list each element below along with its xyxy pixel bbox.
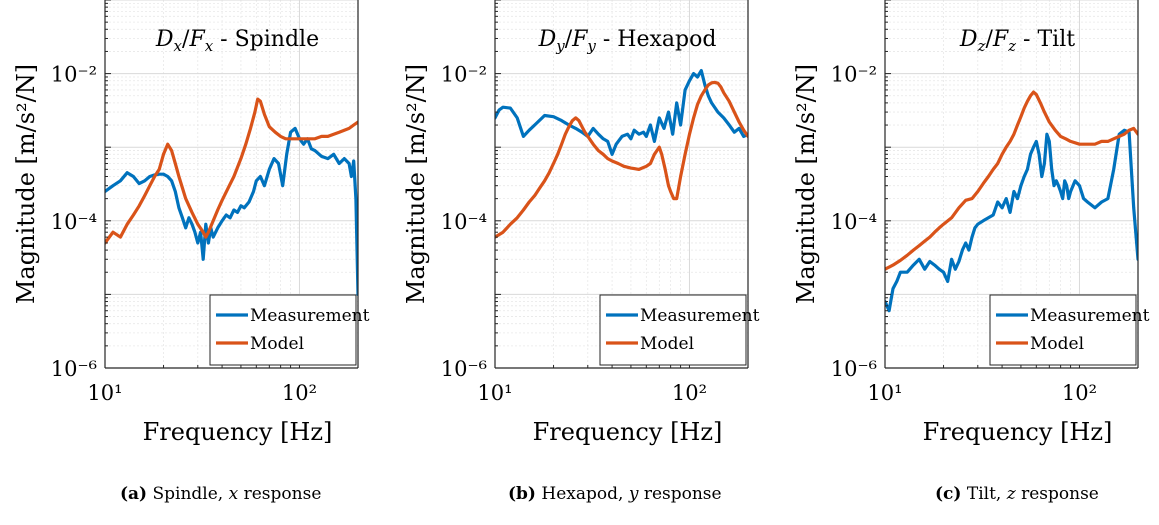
caption-text-after: response bbox=[1021, 484, 1099, 504]
series-line-model bbox=[105, 97, 358, 245]
x-tick-label: 10² bbox=[282, 381, 317, 405]
x-tick-label: 10¹ bbox=[87, 381, 122, 405]
chart-title: Dy/Fy - Hexapod bbox=[538, 27, 717, 55]
caption-b: (b) Hexapod, y response bbox=[508, 484, 722, 504]
x-tick-label: 10² bbox=[1062, 381, 1097, 405]
legend: Measurement Model bbox=[209, 294, 370, 366]
series-group bbox=[885, 90, 1138, 313]
caption-text-after: response bbox=[643, 484, 722, 504]
series-line-model bbox=[885, 90, 1138, 271]
x-tick-label: 10¹ bbox=[867, 381, 902, 405]
caption-var: x bbox=[228, 484, 239, 504]
caption-tag: (c) bbox=[935, 484, 962, 504]
legend-box bbox=[209, 294, 357, 366]
caption-text: Tilt, bbox=[966, 484, 1002, 504]
series-group bbox=[105, 97, 358, 296]
y-tick-label: 10⁻² bbox=[441, 63, 487, 87]
chart-title: Dz/Fz - Tilt bbox=[959, 27, 1075, 55]
legend-label: Measurement bbox=[640, 306, 760, 326]
series-line-model bbox=[495, 80, 748, 239]
legend-label: Model bbox=[1030, 334, 1084, 354]
plot-hexapod: 10¹ 10² 10⁻⁶ 10⁻⁴ 10⁻² Frequency [Hz] Magnitud… bbox=[402, 0, 760, 446]
y-axis-label: Magnitude [m/s²/N] bbox=[792, 64, 820, 304]
legend: Measurement Model bbox=[599, 294, 760, 366]
legend-box bbox=[989, 294, 1137, 366]
y-tick-label: 10⁻⁴ bbox=[831, 210, 877, 234]
legend-label: Model bbox=[250, 334, 304, 354]
series-group bbox=[495, 68, 748, 239]
caption-tag: (b) bbox=[508, 484, 536, 504]
y-tick-label: 10⁻⁴ bbox=[441, 210, 487, 234]
chart-title: Dx/Fx - Spindle bbox=[155, 27, 319, 55]
x-axis-label: Frequency [Hz] bbox=[533, 418, 723, 446]
series-line-measurement bbox=[105, 126, 358, 296]
caption-text: Hexapod, bbox=[541, 484, 624, 504]
legend-label: Model bbox=[640, 334, 694, 354]
plot-tilt: 10¹ 10² 10⁻⁶ 10⁻⁴ 10⁻² Frequency [Hz] Magnitud… bbox=[792, 0, 1150, 446]
caption-a: (a) Spindle, x response bbox=[120, 484, 321, 504]
y-tick-label: 10⁻⁴ bbox=[51, 210, 97, 234]
legend-box bbox=[599, 294, 747, 366]
legend-label: Measurement bbox=[1030, 306, 1150, 326]
legend: Measurement Model bbox=[989, 294, 1150, 366]
y-axis-label: Magnitude [m/s²/N] bbox=[12, 64, 40, 304]
caption-var: z bbox=[1006, 484, 1016, 504]
y-axis-label: Magnitude [m/s²/N] bbox=[402, 64, 430, 304]
y-tick-label: 10⁻⁶ bbox=[441, 357, 487, 381]
caption-text: Spindle, bbox=[152, 484, 224, 504]
x-tick-label: 10² bbox=[672, 381, 707, 405]
y-tick-label: 10⁻⁶ bbox=[831, 357, 877, 381]
caption-var: y bbox=[628, 484, 639, 504]
caption-tag: (a) bbox=[120, 484, 148, 504]
series-line-measurement bbox=[495, 68, 748, 156]
grid bbox=[104, 0, 359, 369]
x-tick-label: 10¹ bbox=[477, 381, 512, 405]
plot-spindle: 10¹ 10² 10⁻⁶ 10⁻⁴ 10⁻² Frequency [Hz] Magnitud… bbox=[12, 0, 370, 446]
y-tick-label: 10⁻⁶ bbox=[51, 357, 97, 381]
y-tick-label: 10⁻² bbox=[831, 63, 877, 87]
legend-label: Measurement bbox=[250, 306, 370, 326]
x-axis-label: Frequency [Hz] bbox=[143, 418, 333, 446]
y-tick-label: 10⁻² bbox=[51, 63, 97, 87]
x-axis-label: Frequency [Hz] bbox=[923, 418, 1113, 446]
series-line-measurement bbox=[885, 128, 1138, 313]
caption-c: (c) Tilt, z response bbox=[935, 484, 1099, 504]
caption-text-after: response bbox=[243, 484, 322, 504]
grid bbox=[884, 0, 1139, 369]
